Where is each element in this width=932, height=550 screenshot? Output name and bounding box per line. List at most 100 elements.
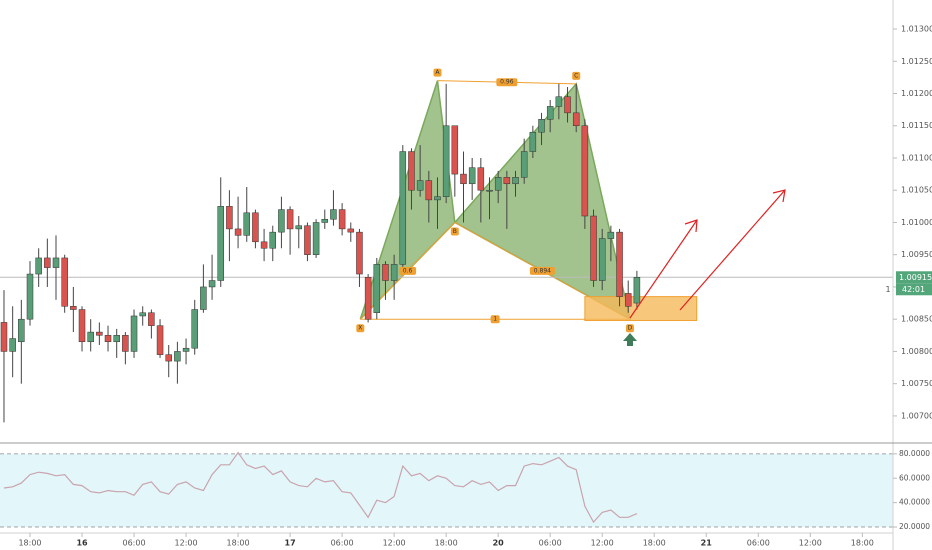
countdown: 42:01 (902, 285, 925, 294)
y-tick-label: 1.01100 (901, 153, 932, 162)
candle-body (44, 257, 51, 268)
x-tick-label: 17 (285, 539, 296, 548)
candle-body (624, 293, 632, 307)
ratio-label: 0.96 (500, 79, 514, 86)
candle-body (416, 180, 424, 191)
ratio-label: 0.6 (403, 267, 413, 274)
candle-body (382, 264, 389, 281)
candle-body (616, 231, 623, 297)
candle-body (35, 257, 42, 275)
projection-arrows (629, 189, 786, 319)
y-tick-label: 1.01250 (901, 57, 932, 66)
y-tick-label: 1.01150 (901, 121, 932, 130)
target-zone (584, 296, 698, 321)
rsi-line (3, 451, 638, 524)
candle-body (156, 325, 164, 355)
candle-body (87, 331, 94, 343)
candle-body (252, 212, 259, 243)
y-tick-label: 1.01000 (901, 218, 932, 227)
arrow (679, 189, 786, 311)
point-label: B (453, 228, 457, 235)
candle-body (477, 167, 485, 191)
candle-body (113, 335, 120, 343)
candle-body (243, 212, 250, 236)
ratio-label: 0.894 (534, 267, 551, 274)
candle-body (460, 173, 467, 185)
candle-body (9, 338, 16, 352)
candle-body (347, 228, 355, 233)
candle-body (373, 264, 381, 313)
candle-body (104, 335, 112, 343)
x-tick-label: 06:00 (539, 539, 562, 548)
y-tick-label: 1.01050 (901, 186, 932, 195)
candle-body (434, 196, 441, 201)
candle-body (581, 125, 589, 217)
candle-body (304, 225, 311, 255)
ratio-label-bg (490, 315, 500, 324)
candle-body (234, 228, 242, 236)
point-label-bg (625, 324, 634, 333)
candle-body (312, 222, 320, 255)
y-tick-label: 40.0000 (899, 498, 930, 507)
x-tick-label: 18:00 (18, 539, 41, 548)
candle-body (364, 277, 372, 320)
arrow-head (684, 219, 698, 233)
rsi-band (0, 453, 893, 528)
candle-body (269, 231, 277, 249)
x-tick-label: 06:00 (123, 539, 146, 548)
candle-body (96, 331, 103, 336)
candle-body (278, 209, 285, 233)
x-tick-label: 06:00 (747, 539, 770, 548)
y-tick-label: 1.00800 (901, 347, 932, 356)
x-tick-label: 12:00 (591, 539, 614, 548)
candle-body (321, 218, 329, 223)
candle-body (78, 309, 86, 343)
point-label-bg (572, 71, 581, 80)
rsi-pane (0, 451, 893, 528)
candle-body (486, 189, 493, 192)
candle-body (122, 335, 129, 352)
candle-body (148, 312, 155, 326)
x-tick-label: 21 (701, 539, 713, 548)
candle-body (442, 125, 450, 197)
arrow (629, 219, 698, 319)
candle-body (226, 206, 233, 230)
candle-body (165, 354, 172, 362)
candle-body (295, 225, 303, 230)
ratio-label-bg (529, 266, 555, 275)
buy-signal-arrow (623, 333, 637, 346)
candle-body (399, 151, 407, 265)
candle-body (18, 318, 25, 343)
ratio-label-bg (399, 266, 417, 275)
candle-body (70, 306, 77, 310)
current-price-label: 1.00915 (899, 273, 932, 282)
y-tick-label: 1.00700 (901, 411, 932, 420)
point-label-bg (433, 68, 442, 77)
candle-body (494, 177, 502, 191)
candle-body (555, 96, 563, 107)
candle-body (174, 351, 181, 362)
candle-body (26, 273, 34, 320)
candle-body (503, 177, 511, 185)
point-label: A (435, 69, 440, 76)
candle-body (390, 264, 398, 281)
candle-body (286, 209, 294, 230)
candle-body (52, 257, 60, 268)
x-tick-label: 06:00 (331, 539, 354, 548)
current-price-box (896, 271, 932, 284)
y-tick-label: 20.0000 (899, 522, 930, 531)
y-tick-label: 1.00750 (901, 379, 932, 388)
candle-body (208, 280, 216, 288)
point-label-bg (356, 324, 365, 333)
y-tick-label: 1.00950 (901, 250, 932, 259)
candle-body (330, 209, 337, 220)
candle-body (633, 277, 641, 304)
candle-body (425, 180, 433, 201)
candle-body (61, 257, 68, 307)
x-tick-label: 18:00 (227, 539, 250, 548)
candle-body (468, 167, 476, 185)
candle-body (546, 106, 554, 120)
point-label: C (574, 72, 578, 79)
candle-body (590, 215, 597, 281)
